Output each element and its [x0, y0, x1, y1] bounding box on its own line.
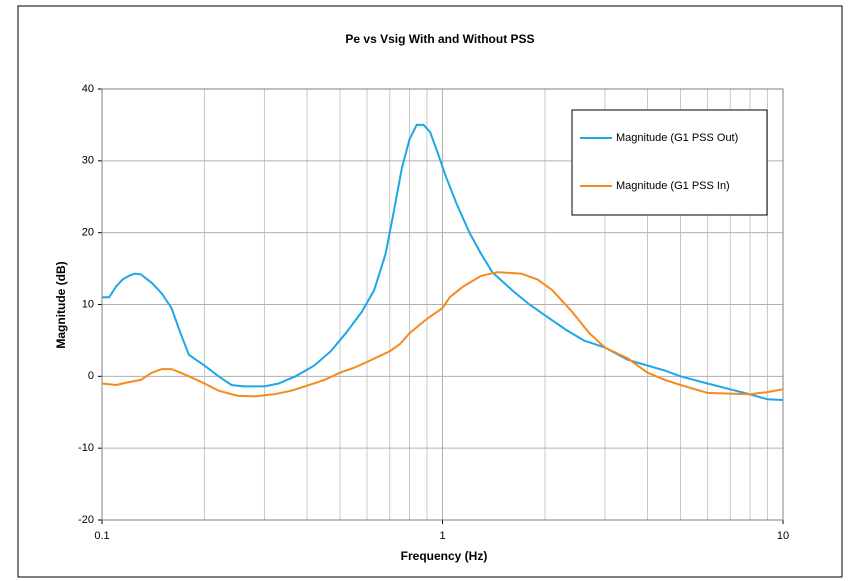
- y-axis-label: Magnitude (dB): [54, 261, 68, 348]
- y-tick-label: 30: [82, 155, 94, 167]
- y-tick-label: -10: [78, 442, 94, 454]
- x-tick-label: 1: [439, 530, 445, 542]
- x-axis-label: Frequency (Hz): [401, 549, 488, 563]
- y-tick-label: 0: [88, 370, 94, 382]
- legend-label: Magnitude (G1 PSS Out): [616, 132, 738, 144]
- x-tick-label: 10: [777, 530, 789, 542]
- series-line: [101, 271, 784, 398]
- plot-border: [101, 88, 784, 521]
- y-tick-label: 20: [82, 227, 94, 239]
- legend-label: Magnitude (G1 PSS In): [616, 180, 730, 192]
- x-tick-label: 0.1: [94, 530, 109, 542]
- chart-title: Pe vs Vsig With and Without PSS: [345, 32, 534, 46]
- y-tick-label: 10: [82, 298, 94, 310]
- y-tick-label: -20: [78, 514, 94, 526]
- legend-box: [571, 109, 768, 216]
- y-tick-label: 40: [82, 83, 94, 95]
